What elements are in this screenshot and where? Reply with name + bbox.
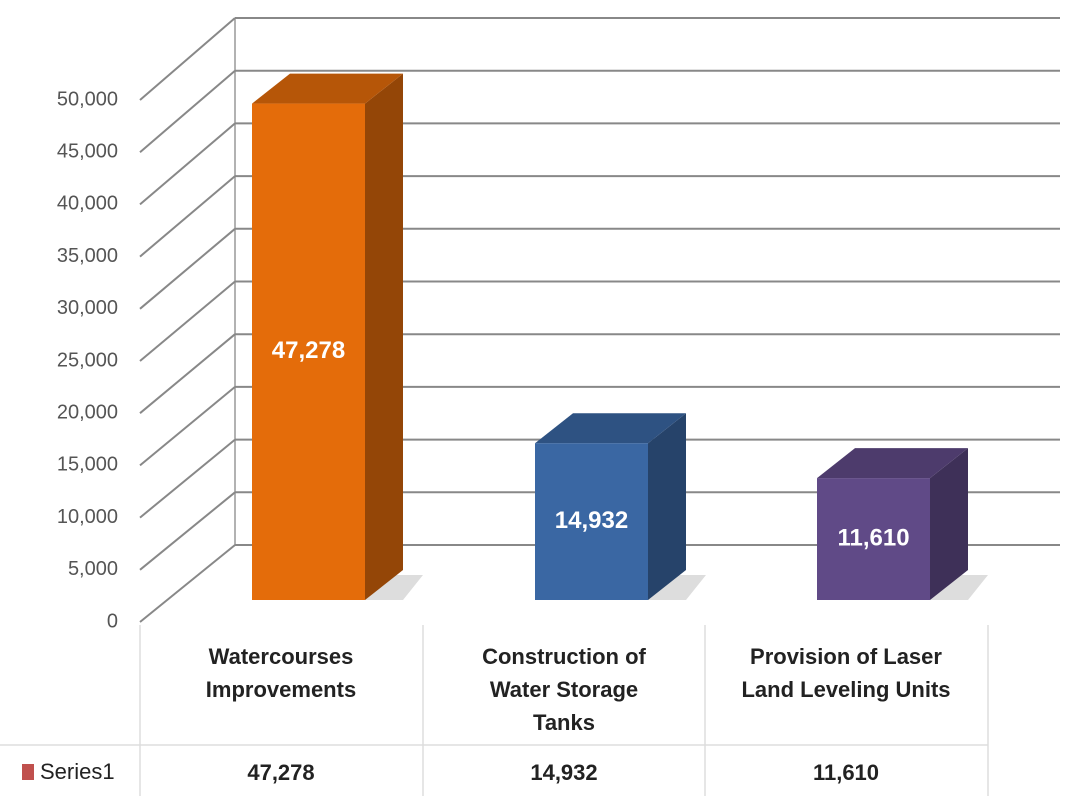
bar-side	[365, 73, 403, 601]
bar-side	[930, 448, 968, 600]
table-value: 47,278	[247, 760, 315, 785]
bar	[817, 478, 930, 600]
bar-top	[817, 448, 968, 479]
x-tick-label: Provision of Laser Land Leveling Units	[741, 644, 951, 702]
y-tick-label: 50,000	[57, 88, 118, 110]
grid-line-side	[139, 175, 236, 258]
y-tick-label: 0	[107, 610, 118, 632]
y-tick-label: 10,000	[57, 506, 118, 528]
y-tick-label: 35,000	[57, 245, 118, 267]
bar-side	[648, 413, 686, 600]
y-tick-label: 20,000	[57, 401, 118, 423]
y-tick-label: 45,000	[57, 140, 118, 162]
bar-top	[535, 413, 686, 444]
data-label: 11,610	[837, 524, 909, 551]
grid-line-side	[139, 17, 236, 101]
grid-line-side	[139, 333, 236, 414]
grid-line-side	[139, 386, 236, 467]
legend-label: Series1	[40, 759, 115, 784]
bar-top	[252, 73, 403, 104]
grid-line-side	[139, 122, 236, 206]
x-tick-label: Construction of Water Storage Tanks	[482, 644, 646, 735]
y-tick-label: 5,000	[68, 558, 118, 580]
grid-line-side	[139, 438, 236, 519]
grid-line-side	[139, 69, 236, 153]
grid-line-side	[139, 544, 236, 623]
grid-line-side	[139, 280, 236, 362]
grid-line-side	[139, 228, 236, 310]
y-tick-label: 15,000	[57, 454, 118, 476]
bar	[252, 103, 365, 601]
data-label: 14,932	[555, 507, 628, 534]
table-value: 14,932	[530, 760, 598, 785]
y-tick-label: 30,000	[57, 297, 118, 319]
x-tick-label: Watercourses Improvements	[205, 644, 357, 702]
y-tick-label: 25,000	[57, 349, 118, 371]
y-tick-label: 40,000	[57, 193, 118, 215]
bar	[535, 443, 648, 600]
grid-line-side	[139, 491, 236, 571]
table-value: 11,610	[812, 760, 880, 785]
data-label: 47,278	[272, 337, 345, 364]
legend-swatch	[22, 764, 34, 780]
